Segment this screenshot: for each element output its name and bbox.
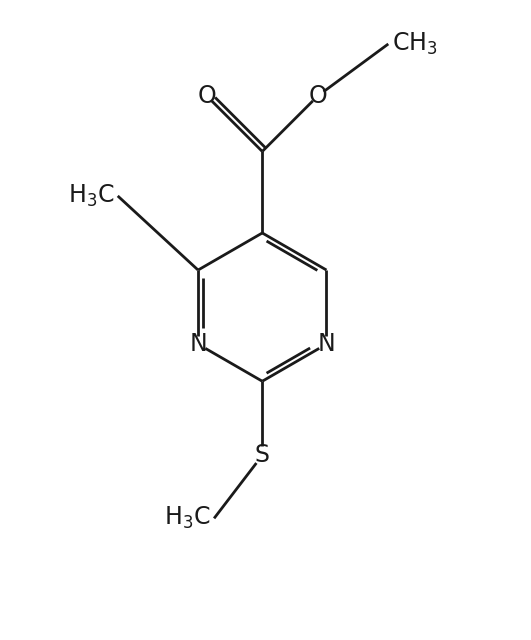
Text: H$_3$C: H$_3$C (68, 183, 115, 209)
Text: CH$_3$: CH$_3$ (391, 31, 437, 57)
Text: N: N (318, 332, 336, 356)
Text: S: S (255, 444, 270, 467)
Text: H$_3$C: H$_3$C (165, 505, 211, 531)
Text: N: N (189, 332, 207, 356)
Text: O: O (309, 84, 327, 108)
Text: O: O (198, 84, 216, 108)
